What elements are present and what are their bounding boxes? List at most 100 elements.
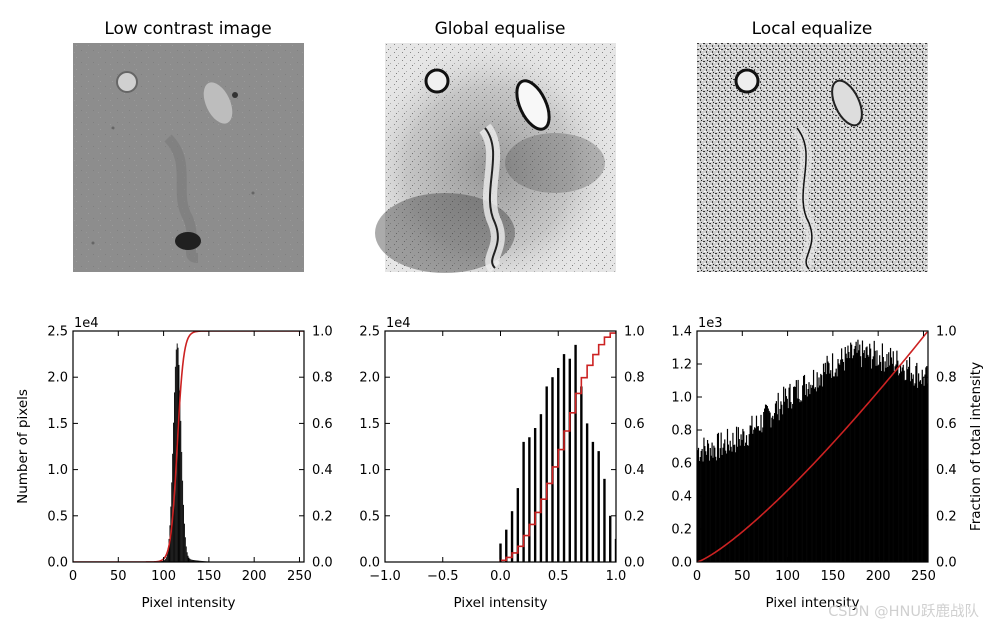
histogram-bar bbox=[166, 557, 167, 562]
y2-tick-label: 0.0 bbox=[312, 556, 333, 571]
y-tick-label: 1.2 bbox=[671, 358, 692, 373]
y-multiplier: 1e4 bbox=[74, 316, 99, 331]
y-tick-label: 0.5 bbox=[359, 509, 380, 524]
image-title-low-contrast: Low contrast image bbox=[104, 19, 271, 39]
x-tick-label: 0.0 bbox=[490, 569, 511, 584]
histogram-bar bbox=[534, 428, 536, 562]
histogram-bar bbox=[592, 442, 594, 562]
local-equalized-image bbox=[697, 43, 928, 272]
y-tick-label: 1.4 bbox=[671, 325, 692, 340]
image-title-global: Global equalise bbox=[435, 19, 566, 39]
watermark: CSDN @HNU跃鹿战队 bbox=[828, 600, 979, 621]
y-tick-label: 0.4 bbox=[671, 490, 692, 505]
histogram-bar bbox=[540, 414, 542, 562]
x-tick-label: 0 bbox=[693, 569, 701, 584]
y-tick-label: 1.5 bbox=[359, 417, 380, 432]
image-panel-low-contrast: Low contrast image bbox=[73, 19, 304, 272]
y-tick-label: 2.0 bbox=[47, 371, 68, 386]
y2-tick-label: 0.8 bbox=[936, 371, 957, 386]
y2-tick-label: 1.0 bbox=[936, 325, 957, 340]
y-axis-label: Number of pixels bbox=[15, 389, 31, 504]
y-tick-label: 1.5 bbox=[47, 417, 68, 432]
histogram-bar bbox=[182, 481, 183, 562]
plot-area bbox=[697, 332, 929, 562]
y-tick-label: 0.0 bbox=[671, 556, 692, 571]
y2-tick-label: 0.0 bbox=[624, 556, 645, 571]
histogram-bar bbox=[185, 537, 186, 562]
y-multiplier: 1e3 bbox=[698, 316, 723, 331]
plot-area bbox=[73, 331, 304, 562]
y-tick-label: 2.0 bbox=[359, 371, 380, 386]
x-tick-label: 100 bbox=[775, 569, 800, 584]
y2-tick-label: 0.6 bbox=[624, 417, 645, 432]
y-tick-label: 1.0 bbox=[359, 463, 380, 478]
histogram-bar bbox=[563, 354, 565, 562]
plot-area bbox=[499, 331, 617, 562]
y-tick-label: 0.8 bbox=[671, 424, 692, 439]
axes-frame bbox=[73, 331, 304, 562]
y2-tick-label: 0.0 bbox=[936, 556, 957, 571]
cdf-line bbox=[73, 331, 304, 562]
x-tick-label: 250 bbox=[911, 569, 936, 584]
histogram-bar bbox=[586, 423, 588, 562]
image-title-local: Local equalize bbox=[752, 19, 873, 39]
y2-tick-label: 1.0 bbox=[624, 325, 645, 340]
x-tick-label: 50 bbox=[110, 569, 127, 584]
y-tick-label: 0.0 bbox=[47, 556, 68, 571]
y2-tick-label: 1.0 bbox=[312, 325, 333, 340]
y2-tick-label: 0.8 bbox=[624, 371, 645, 386]
image-panel-local: Local equalize bbox=[697, 19, 928, 272]
image-panel-global: Global equalise bbox=[375, 19, 616, 273]
x-axis-label: Pixel intensity bbox=[453, 595, 547, 611]
y-tick-label: 0.5 bbox=[47, 509, 68, 524]
histogram-bar bbox=[569, 359, 571, 562]
histogram-bar bbox=[183, 505, 184, 562]
global-equalised-image bbox=[375, 43, 616, 273]
y2-tick-label: 0.2 bbox=[936, 509, 957, 524]
histogram-bar bbox=[189, 558, 190, 562]
y-tick-label: 0.6 bbox=[671, 457, 692, 472]
histogram-bar bbox=[546, 386, 548, 562]
y-tick-label: 0.2 bbox=[671, 523, 692, 538]
histogram-bar bbox=[603, 479, 605, 562]
y2-tick-label: 0.2 bbox=[312, 509, 333, 524]
y2-tick-label: 0.6 bbox=[312, 417, 333, 432]
x-tick-label: 0 bbox=[69, 569, 77, 584]
histogram-bar bbox=[574, 345, 576, 562]
histogram-bar bbox=[528, 437, 530, 562]
histogram-bar bbox=[186, 546, 187, 562]
x-tick-label: 100 bbox=[151, 569, 176, 584]
histogram-bar bbox=[187, 552, 188, 562]
x-tick-label: 50 bbox=[734, 569, 751, 584]
histogram-bar bbox=[184, 524, 185, 562]
x-tick-label: 250 bbox=[287, 569, 312, 584]
histogram-bar bbox=[609, 516, 611, 562]
x-tick-label: −0.5 bbox=[427, 569, 459, 584]
y-tick-label: 2.5 bbox=[47, 325, 68, 340]
x-tick-label: −1.0 bbox=[369, 569, 401, 584]
histogram-bar bbox=[188, 556, 189, 562]
x-tick-label: 200 bbox=[242, 569, 267, 584]
y2-tick-label: 0.4 bbox=[312, 463, 333, 478]
y-tick-label: 2.5 bbox=[359, 325, 380, 340]
x-tick-label: 200 bbox=[866, 569, 891, 584]
y2-tick-label: 0.6 bbox=[936, 417, 957, 432]
x-axis-label: Pixel intensity bbox=[141, 595, 235, 611]
histogram-bar bbox=[180, 421, 181, 562]
histogram-bar bbox=[597, 451, 599, 562]
y-tick-label: 1.0 bbox=[47, 463, 68, 478]
x-tick-label: 150 bbox=[196, 569, 221, 584]
histogram-bar bbox=[181, 452, 182, 562]
histogram-bar bbox=[179, 365, 180, 562]
histogram-bar bbox=[580, 386, 582, 562]
y2-tick-label: 0.8 bbox=[312, 371, 333, 386]
y2-axis-label: Fraction of total intensity bbox=[968, 362, 984, 531]
y2-tick-label: 0.4 bbox=[624, 463, 645, 478]
x-tick-label: 150 bbox=[820, 569, 845, 584]
x-tick-label: 1.0 bbox=[606, 569, 627, 584]
y-multiplier: 1e4 bbox=[386, 316, 411, 331]
